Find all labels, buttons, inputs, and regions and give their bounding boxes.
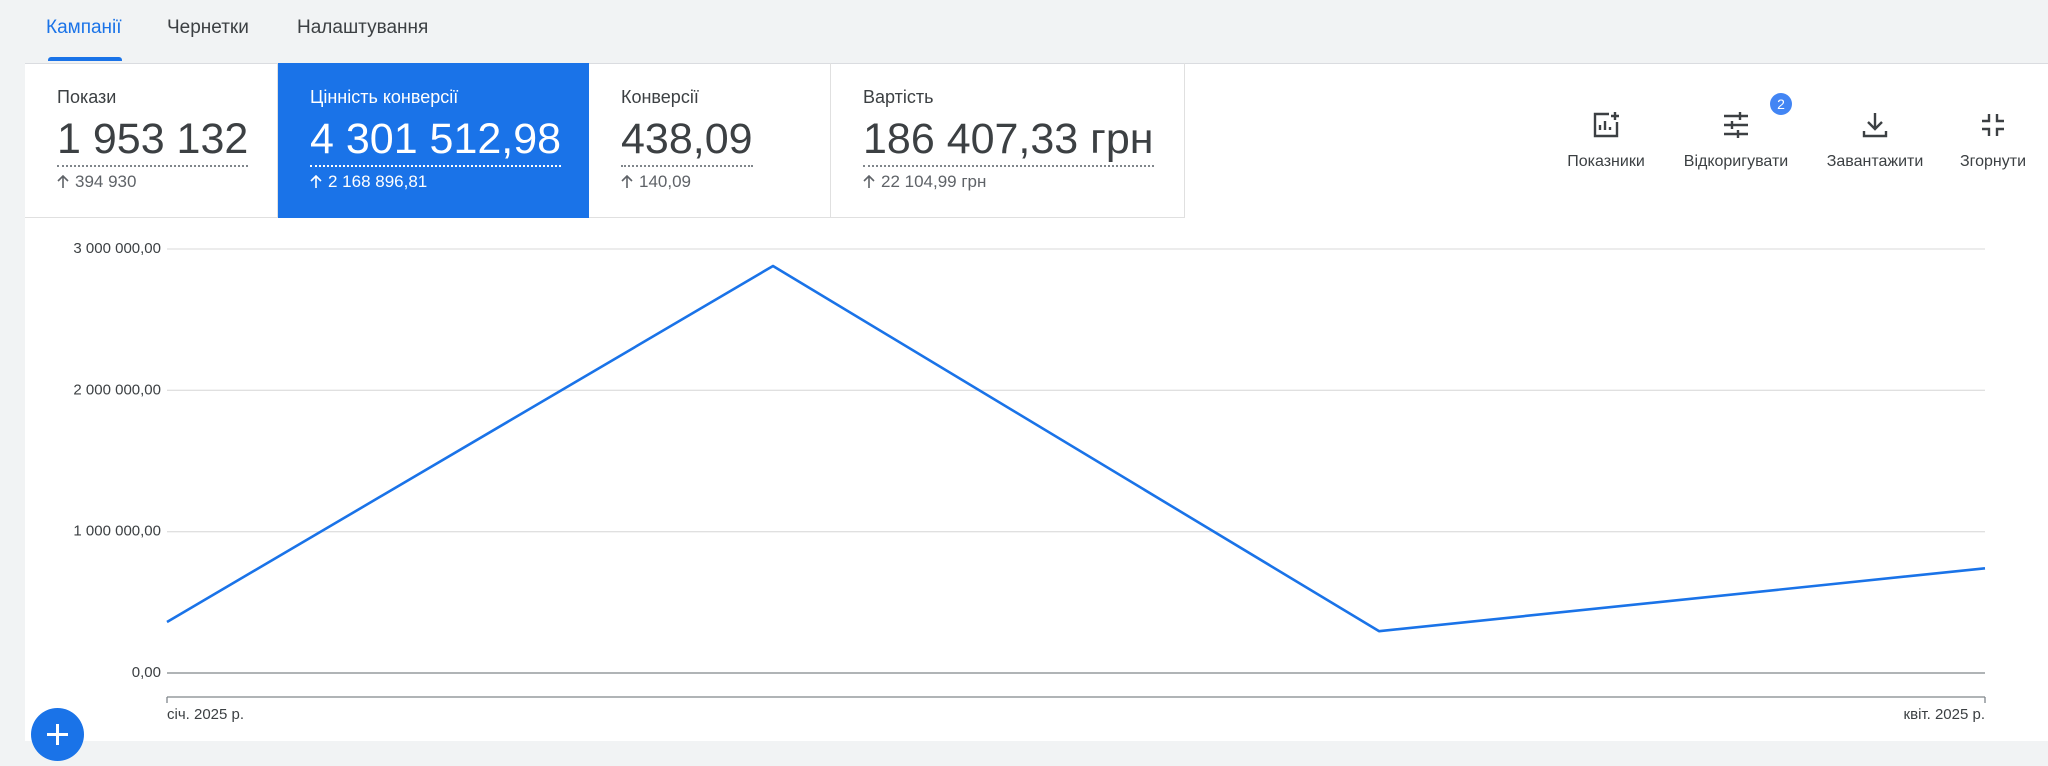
change-text: 394 930 [75, 172, 137, 191]
x-tick-label: квіт. 2025 р. [1904, 706, 1985, 723]
icon [1724, 112, 1748, 138]
toolbar-label: Показники [1567, 153, 1645, 170]
tab[interactable]: Чернетки [167, 17, 249, 38]
toolbar-button[interactable]: Показники [1531, 110, 1681, 171]
y-tick-label: 3 000 000,00 [73, 240, 161, 257]
page: Кампанії Чернетки Налаштування Покази 1 … [25, 17, 2048, 761]
metric-value: 186 407,33 грн [863, 113, 1154, 167]
metric-card[interactable]: Покази 1 953 132 394 930 [25, 63, 278, 218]
toolbar-button[interactable]: Згорнути [1918, 110, 2048, 171]
change-text: 2 168 896,81 [328, 172, 428, 191]
y-tick-label: 1 000 000,00 [73, 523, 161, 540]
tab[interactable]: Налаштування [297, 17, 429, 38]
add-button[interactable] [31, 708, 84, 761]
metric-change: 394 930 [57, 172, 136, 192]
metric-card[interactable]: Конверсії 438,09 140,09 [589, 63, 831, 218]
badge: 2 [1770, 93, 1792, 115]
icon [1982, 114, 2004, 136]
metric-label: Вартість [863, 87, 934, 107]
toolbar-button[interactable]: Відкоригувати [1661, 110, 1811, 171]
toolbar-label: Відкоригувати [1683, 153, 1789, 170]
toolbar-label: Завантажити [1826, 153, 1924, 170]
y-tick-label: 2 000 000,00 [73, 381, 161, 398]
metric-label: Покази [57, 87, 117, 107]
tab[interactable]: Кампанії [46, 17, 122, 38]
toolbar-button[interactable]: Завантажити [1800, 110, 1950, 171]
arrow-icon [863, 175, 875, 188]
arrow-icon [310, 175, 322, 188]
metric-value: 1 953 132 [57, 113, 249, 167]
plus-icon [47, 724, 68, 745]
change-text: 140,09 [639, 172, 691, 191]
metric-card[interactable]: Цінність конверсії 4 301 512,98 2 168 89… [278, 63, 589, 218]
icon [1862, 113, 1888, 138]
metric-value: 438,09 [621, 113, 753, 167]
icon [1593, 112, 1619, 138]
metric-change: 2 168 896,81 [310, 172, 427, 192]
metric-value: 4 301 512,98 [310, 113, 562, 167]
tab-indicator [48, 57, 122, 61]
chart: 0,00 1 000 000,00 2 000 000,00 3 000 000,00… [73, 240, 1986, 723]
metric-change: 22 104,99 грн [863, 172, 986, 192]
change-text: 22 104,99 грн [881, 172, 987, 191]
arrow-icon [621, 175, 633, 188]
x-tick-label: січ. 2025 р. [167, 706, 244, 723]
metric-label: Цінність конверсії [310, 87, 459, 107]
metric-change: 140,09 [621, 172, 691, 192]
toolbar-label: Згорнути [1959, 153, 2027, 170]
metric-card[interactable]: Вартість 186 407,33 грн 22 104,99 грн [831, 63, 1185, 218]
y-tick-label: 0,00 [132, 664, 161, 681]
line [166, 264, 1986, 633]
metric-label: Конверсії [621, 87, 699, 107]
arrow-icon [57, 175, 69, 188]
